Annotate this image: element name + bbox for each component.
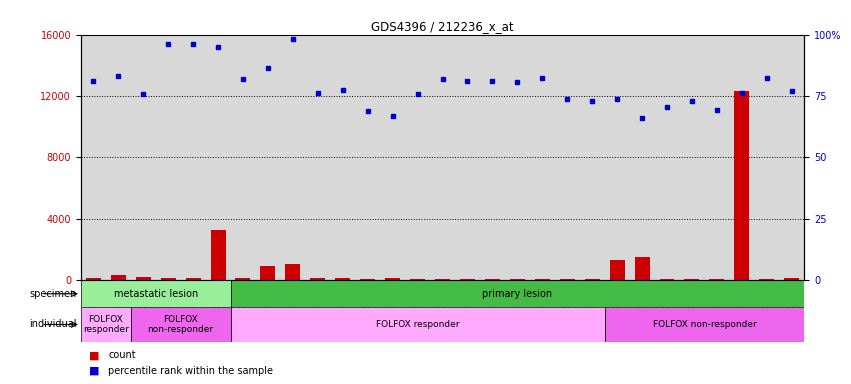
Title: GDS4396 / 212236_x_at: GDS4396 / 212236_x_at: [371, 20, 514, 33]
Text: metastatic lesion: metastatic lesion: [113, 289, 197, 299]
Bar: [785, 278, 799, 280]
Text: primary lesion: primary lesion: [483, 289, 552, 299]
Text: count: count: [108, 350, 135, 360]
Bar: [360, 279, 375, 280]
Bar: [510, 279, 525, 280]
Bar: [231, 307, 605, 342]
Bar: [311, 278, 325, 280]
Text: FOLFOX
responder: FOLFOX responder: [83, 315, 129, 334]
Bar: [86, 278, 100, 280]
Bar: [410, 279, 425, 280]
Bar: [585, 279, 600, 280]
Bar: [609, 260, 625, 280]
Bar: [111, 275, 126, 280]
Bar: [460, 279, 475, 280]
Text: FOLFOX responder: FOLFOX responder: [376, 320, 460, 329]
Bar: [161, 278, 175, 280]
Bar: [710, 279, 724, 280]
Bar: [231, 280, 804, 307]
Bar: [186, 278, 201, 280]
Bar: [131, 307, 231, 342]
Text: specimen: specimen: [29, 289, 77, 299]
Bar: [635, 257, 649, 280]
Bar: [435, 279, 450, 280]
Bar: [660, 279, 675, 280]
Text: FOLFOX
non-responder: FOLFOX non-responder: [147, 315, 214, 334]
Bar: [260, 266, 276, 280]
Bar: [734, 91, 750, 280]
Bar: [605, 307, 804, 342]
Text: ■: ■: [89, 366, 100, 376]
Bar: [560, 279, 574, 280]
Bar: [485, 279, 500, 280]
Bar: [135, 277, 151, 280]
Bar: [386, 278, 400, 280]
Bar: [236, 278, 250, 280]
Bar: [81, 280, 231, 307]
Bar: [285, 264, 300, 280]
Text: percentile rank within the sample: percentile rank within the sample: [108, 366, 273, 376]
Bar: [81, 307, 131, 342]
Bar: [335, 278, 351, 280]
Bar: [534, 279, 550, 280]
Text: FOLFOX non-responder: FOLFOX non-responder: [653, 320, 757, 329]
Bar: [684, 279, 700, 280]
Text: individual: individual: [29, 319, 77, 329]
Bar: [759, 279, 774, 280]
Text: ■: ■: [89, 350, 100, 360]
Bar: [210, 230, 226, 280]
